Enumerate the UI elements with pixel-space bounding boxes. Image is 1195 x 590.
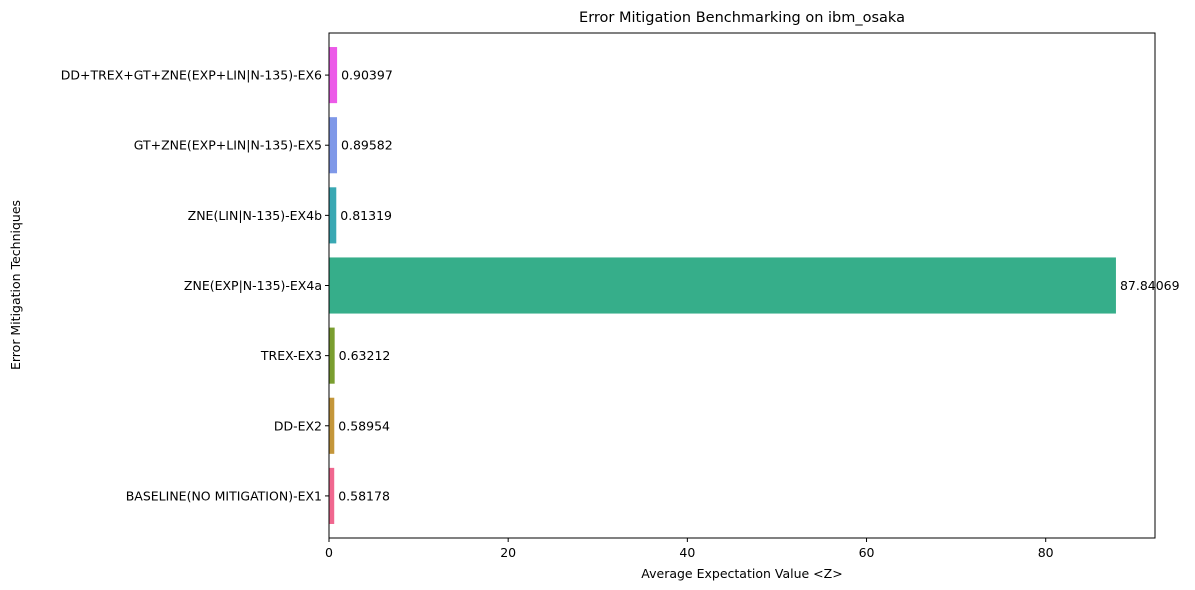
y-tick-label: GT+ZNE(EXP+LIN|N-135)-EX5 [134, 138, 322, 153]
bar [329, 187, 337, 244]
y-tick-label: BASELINE(NO MITIGATION)-EX1 [126, 488, 322, 503]
y-tick-label: ZNE(LIN|N-135)-EX4b [188, 208, 322, 223]
y-axis-label: Error Mitigation Techniques [8, 200, 23, 370]
x-tick-label: 0 [325, 545, 333, 560]
bars-layer: 0.58178 0.58954 0.63212 87.84069 0.81319 0.89… [329, 47, 1180, 524]
bar-value-label: 87.84069 [1120, 278, 1180, 293]
bar-value-label: 0.63212 [339, 348, 391, 363]
bar-value-label: 0.89582 [341, 138, 393, 153]
chart-title: Error Mitigation Benchmarking on ibm_osa… [579, 10, 905, 26]
x-tick-label: 60 [859, 545, 875, 560]
bar-value-label: 0.58954 [338, 418, 390, 433]
y-tick-label: ZNE(EXP|N-135)-EX4a [184, 278, 322, 293]
plot-frame [328, 32, 1156, 539]
y-tick-label: DD-EX2 [274, 418, 322, 433]
bar [329, 117, 338, 174]
bar [329, 467, 335, 524]
y-tick-label: DD+TREX+GT+ZNE(EXP+LIN|N-135)-EX6 [61, 68, 322, 83]
y-tick-label: TREX-EX3 [260, 348, 322, 363]
bar-value-label: 0.81319 [340, 208, 392, 223]
x-tick-label: 20 [500, 545, 516, 560]
bar-value-label: 0.58178 [338, 488, 390, 503]
bar [329, 257, 1116, 314]
bar [329, 47, 338, 104]
ticks-layer: BASELINE(NO MITIGATION)-EX1 DD-EX2 TREX-EX… [61, 68, 1054, 560]
x-tick-label: 80 [1038, 545, 1054, 560]
x-axis-label: Average Expectation Value <Z> [641, 566, 842, 581]
x-tick-label: 40 [679, 545, 695, 560]
bar [329, 327, 335, 384]
bar [329, 397, 335, 454]
bar-value-label: 0.90397 [341, 68, 393, 83]
